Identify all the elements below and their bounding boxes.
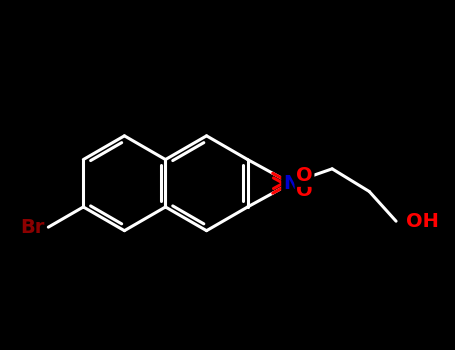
Text: OH: OH xyxy=(406,212,439,231)
Text: N: N xyxy=(283,174,299,193)
Text: Br: Br xyxy=(20,218,44,237)
Text: O: O xyxy=(296,166,313,185)
Text: O: O xyxy=(296,181,313,200)
